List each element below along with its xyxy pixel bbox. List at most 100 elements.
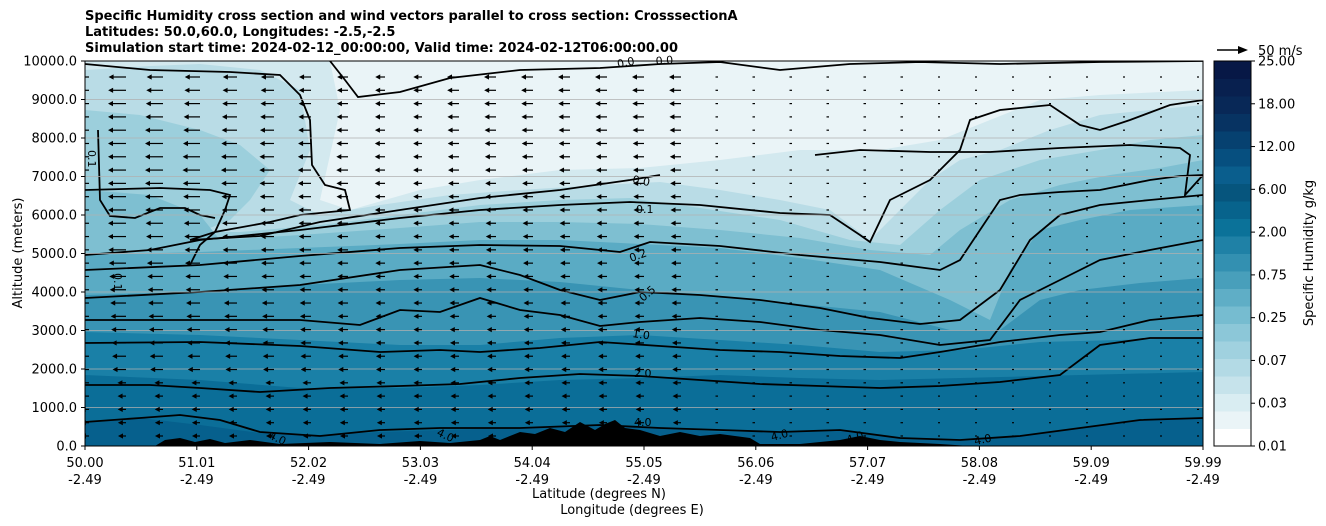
- wind-vector: [336, 127, 348, 133]
- wind-vector: [261, 300, 274, 306]
- wind-vector: [183, 114, 200, 120]
- wind-vector: [670, 233, 681, 240]
- wind-vector: [669, 154, 681, 160]
- wind-vector: [633, 180, 644, 186]
- contour-label: 0.0: [631, 173, 650, 189]
- wind-vector: [598, 380, 607, 386]
- wind-vector: [110, 300, 126, 306]
- y-tick-label: 7000.0: [32, 170, 78, 185]
- wind-vector: [220, 167, 237, 173]
- wind-vector: [263, 366, 274, 373]
- wind-vector: [413, 233, 422, 240]
- wind-vector: [559, 194, 570, 200]
- wind-vector: [262, 340, 274, 346]
- wind-vector: [524, 353, 533, 359]
- wind-vector: [450, 353, 459, 359]
- wind-vector: [633, 220, 644, 226]
- colorbar-tick-label: 18.00: [1258, 97, 1295, 112]
- wind-vector: [85, 102, 89, 105]
- wind-vector: [595, 100, 607, 107]
- wind-vector: [376, 380, 385, 386]
- wind-vector: [375, 366, 385, 373]
- contour-line: [85, 99, 1203, 256]
- wind-vector: [184, 247, 200, 253]
- wind-vector: [298, 233, 311, 240]
- wind-vector: [484, 114, 496, 120]
- wind-vector: [413, 114, 422, 120]
- wind-vector: [110, 313, 126, 319]
- wind-vector: [596, 207, 607, 213]
- wind-vector: [375, 100, 385, 107]
- x-tick-label-lon: -2.49: [292, 473, 326, 488]
- wind-vector: [109, 287, 126, 293]
- wind-vector: [595, 87, 607, 93]
- wind-vector: [560, 260, 570, 266]
- x-axis-ticks: 50.00 -2.49 51.01 -2.49 52.02 -2.49 53.03 -2.49…: [66, 446, 1222, 488]
- wind-vector: [154, 420, 163, 426]
- contour-label: 4.0: [634, 416, 652, 429]
- x-tick-label-lat: 58.08: [961, 456, 998, 471]
- y-tick-label: 4000.0: [32, 286, 78, 301]
- wind-vector: [85, 209, 89, 211]
- wind-vector: [85, 249, 89, 251]
- wind-vector: [377, 433, 385, 439]
- wind-vector: [632, 87, 644, 93]
- x-tick-label-lat: 54.04: [514, 456, 551, 471]
- wind-vector: [487, 380, 496, 386]
- wind-vector: [375, 74, 385, 80]
- wind-vector: [154, 406, 163, 413]
- wind-vector: [486, 327, 496, 333]
- wind-vector: [109, 273, 126, 280]
- wind-vector: [559, 207, 570, 213]
- wind-vector: [414, 433, 422, 439]
- wind-vector: [183, 207, 200, 213]
- wind-vector: [632, 154, 644, 160]
- wind-vector: [339, 420, 348, 426]
- wind-vector: [221, 207, 237, 213]
- colorbar-band: [1214, 78, 1251, 97]
- wind-vector: [336, 100, 348, 107]
- wind-vector: [485, 180, 496, 186]
- contour-label: 0.1: [85, 150, 98, 168]
- wind-vector: [521, 87, 533, 93]
- wind-vector: [634, 313, 644, 319]
- wind-vector: [485, 233, 496, 240]
- wind-vector: [635, 366, 644, 373]
- wind-vector: [447, 87, 459, 93]
- wind-vector: [299, 74, 311, 80]
- wind-vector: [186, 327, 200, 333]
- wind-vector: [185, 287, 200, 293]
- wind-vector: [336, 220, 348, 226]
- x-tick-label-lat: 50.00: [66, 456, 103, 471]
- wind-vector: [522, 220, 533, 226]
- wind-vector: [259, 180, 274, 186]
- colorbar-tick-label: 0.01: [1258, 440, 1287, 455]
- x-tick-label-lon: -2.49: [627, 473, 661, 488]
- wind-vector: [339, 393, 348, 399]
- wind-vector: [149, 353, 163, 359]
- wind-vector: [595, 154, 607, 160]
- wind-vector: [561, 366, 570, 373]
- x-tick-label-lat: 53.03: [402, 456, 439, 471]
- x-tick-label-lon: -2.49: [404, 473, 438, 488]
- wind-vector: [85, 89, 89, 91]
- wind-vector: [451, 433, 459, 439]
- wind-vector: [670, 167, 681, 173]
- wind-vector: [413, 366, 422, 373]
- wind-vector: [671, 340, 681, 346]
- wind-vector: [672, 366, 681, 373]
- wind-vector: [145, 154, 163, 160]
- wind-vector: [145, 100, 163, 107]
- wind-vector: [261, 260, 274, 266]
- wind-vector: [524, 393, 533, 399]
- wind-vector: [338, 366, 348, 373]
- wind-vector: [484, 127, 496, 133]
- wind-vector: [413, 74, 422, 80]
- wind-vector: [375, 273, 385, 280]
- wind-vector: [85, 142, 89, 145]
- x-tick-label-lon: -2.49: [963, 473, 997, 488]
- wind-vector: [146, 87, 163, 93]
- wind-vector: [633, 194, 644, 200]
- wind-vector: [560, 287, 570, 293]
- wind-vector: [302, 380, 311, 386]
